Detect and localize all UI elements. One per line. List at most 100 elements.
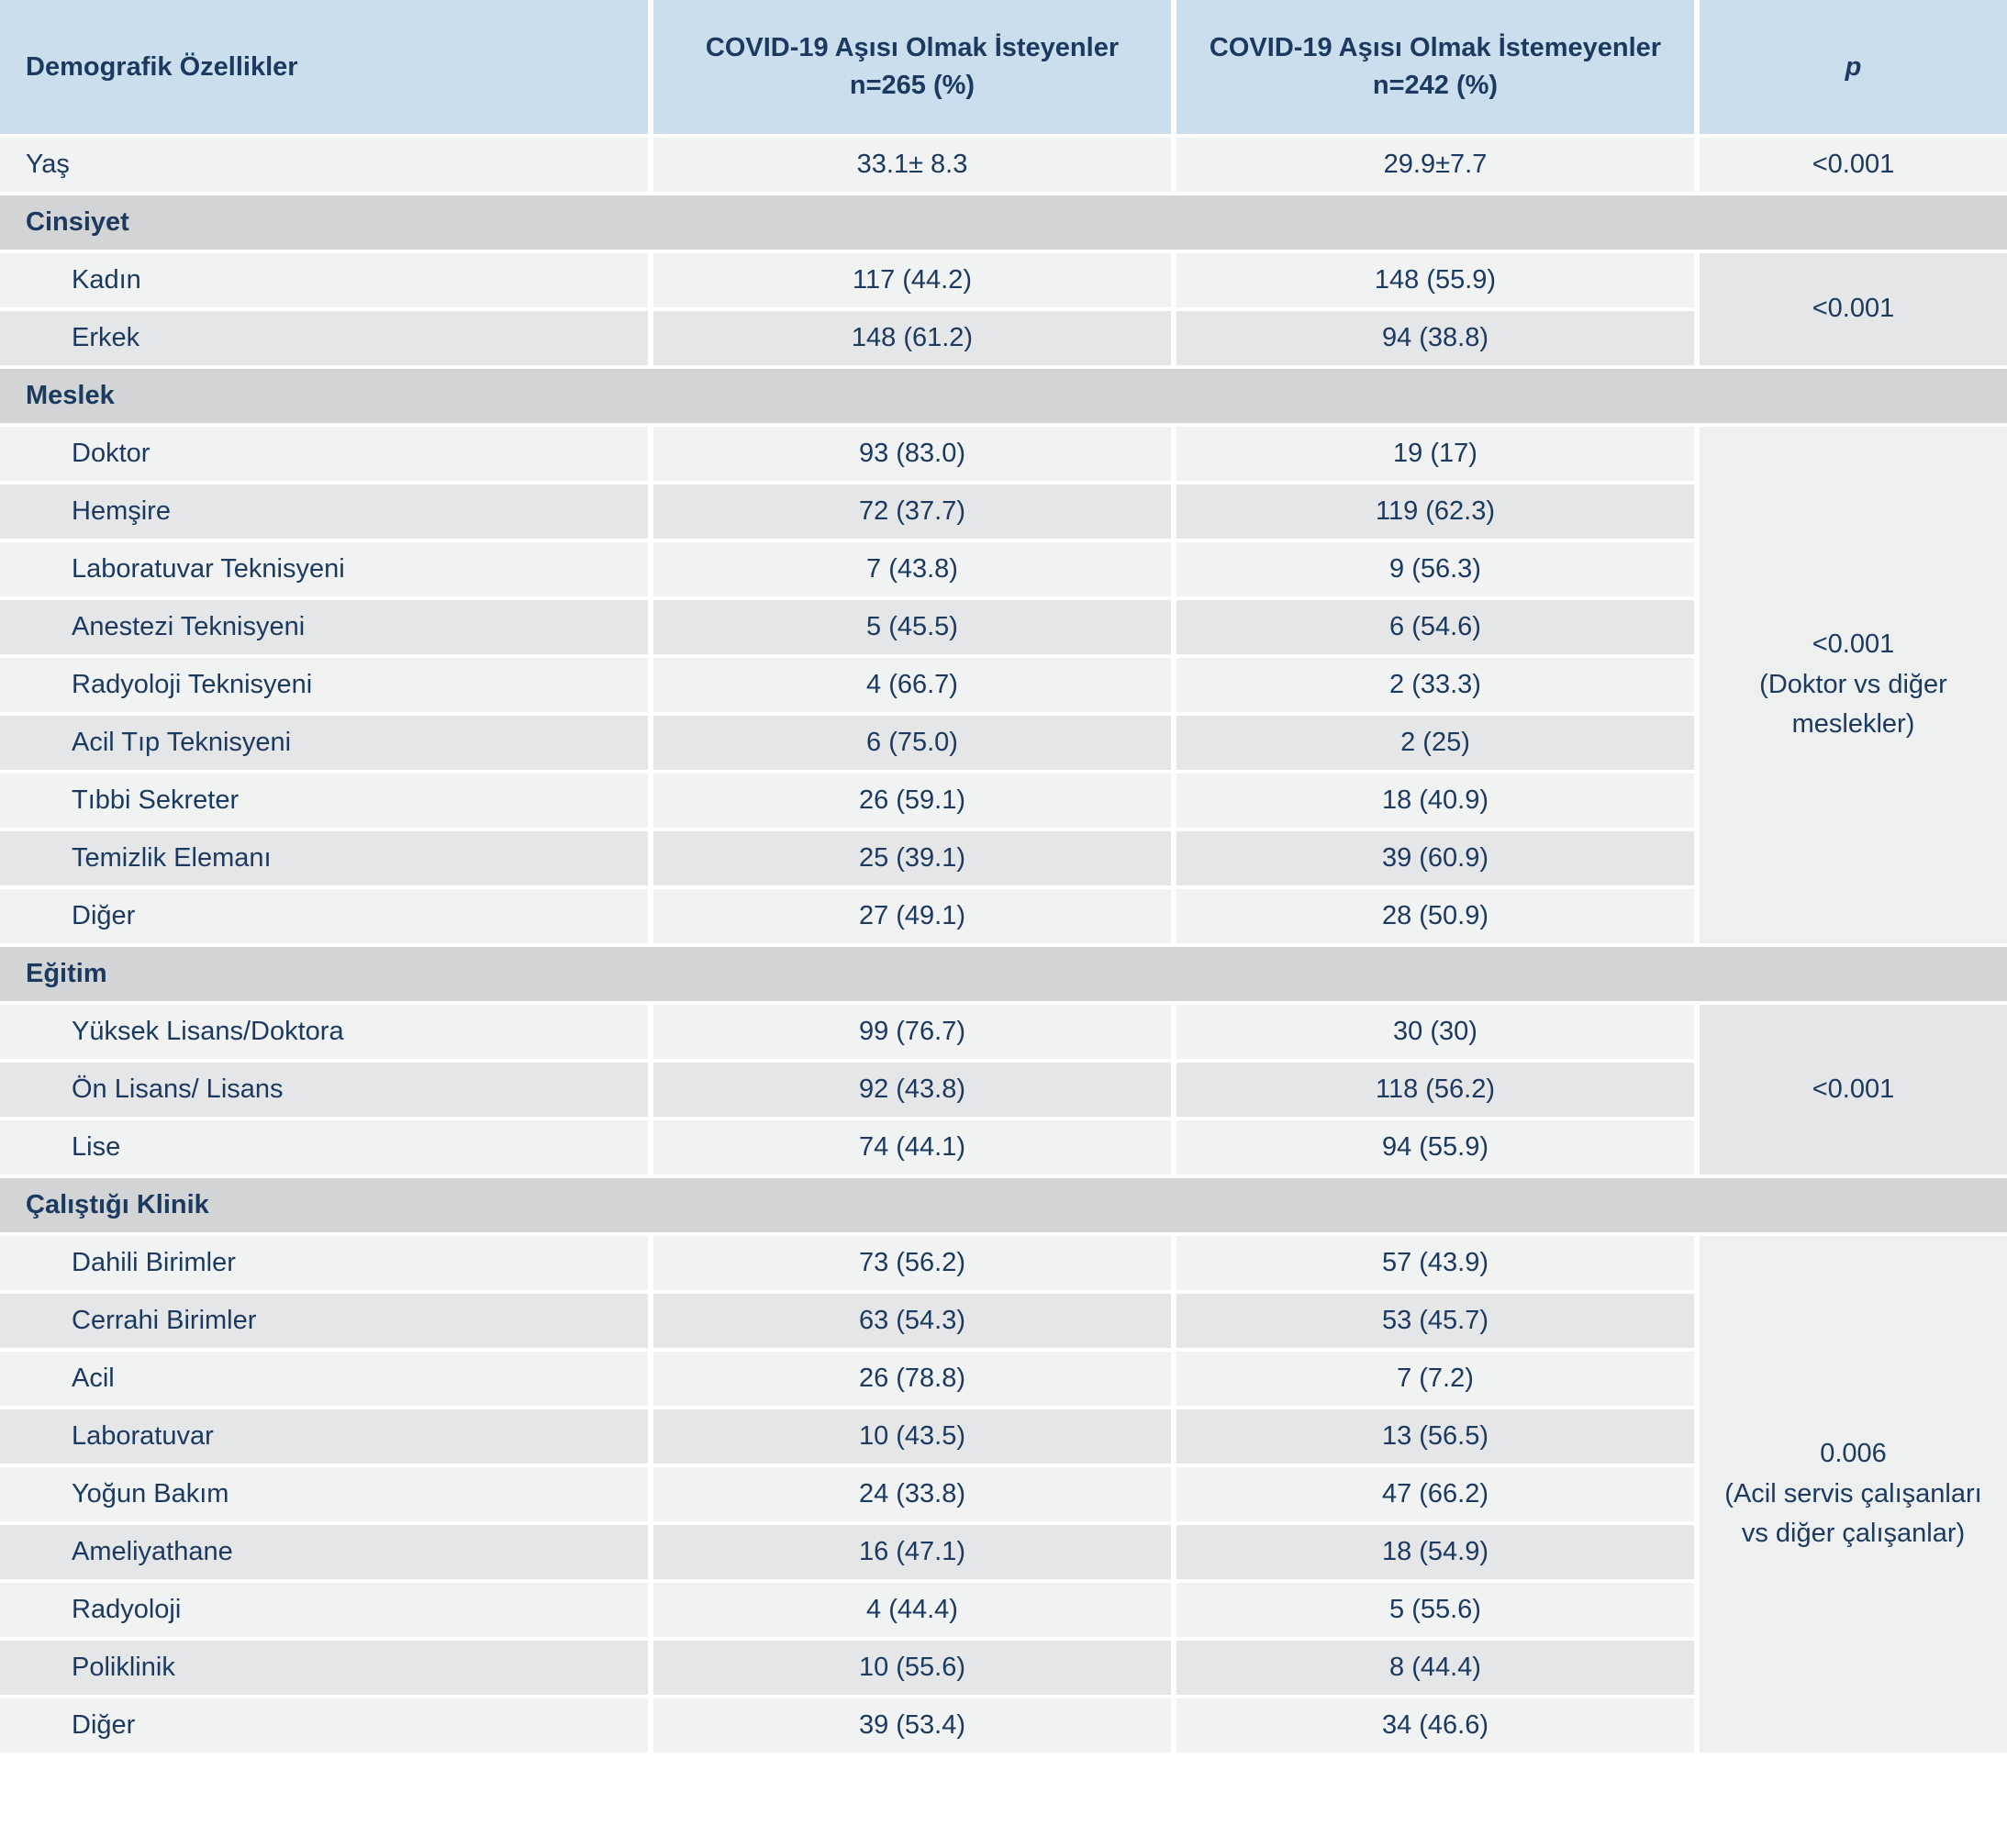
table-row: Temizlik Elemanı 25 (39.1) 39 (60.9) xyxy=(0,828,2007,885)
table-row: Laboratuvar 10 (43.5) 13 (56.5) xyxy=(0,1406,2007,1464)
section-title: Eğitim xyxy=(0,943,2007,1001)
cell-label: Temizlik Elemanı xyxy=(0,828,648,885)
cell-unwilling: 30 (30) xyxy=(1171,1001,1694,1059)
cell-label: Radyoloji Teknisyeni xyxy=(0,654,648,712)
cell-unwilling: 18 (40.9) xyxy=(1171,770,1694,828)
cell-willing: 39 (53.4) xyxy=(648,1695,1171,1753)
cell-label: Kadın xyxy=(0,250,648,307)
cell-willing: 148 (61.2) xyxy=(648,307,1171,365)
cell-label: Diğer xyxy=(0,885,648,943)
cell-willing: 16 (47.1) xyxy=(648,1521,1171,1579)
section-row-gender: Cinsiyet xyxy=(0,192,2007,250)
cell-unwilling: 7 (7.2) xyxy=(1171,1348,1694,1406)
cell-label: Acil Tıp Teknisyeni xyxy=(0,712,648,770)
table-row: Tıbbi Sekreter 26 (59.1) 18 (40.9) xyxy=(0,770,2007,828)
cell-label: Yaş xyxy=(0,134,648,192)
cell-label: Laboratuvar xyxy=(0,1406,648,1464)
cell-unwilling: 6 (54.6) xyxy=(1171,596,1694,654)
cell-unwilling: 94 (55.9) xyxy=(1171,1117,1694,1174)
section-title: Cinsiyet xyxy=(0,192,2007,250)
cell-willing: 7 (43.8) xyxy=(648,539,1171,596)
table-row: Radyoloji Teknisyeni 4 (66.7) 2 (33.3) xyxy=(0,654,2007,712)
cell-unwilling: 119 (62.3) xyxy=(1171,481,1694,539)
cell-unwilling: 8 (44.4) xyxy=(1171,1637,1694,1695)
cell-willing: 26 (59.1) xyxy=(648,770,1171,828)
cell-label: Tıbbi Sekreter xyxy=(0,770,648,828)
table-row: Ön Lisans/ Lisans 92 (43.8) 118 (56.2) xyxy=(0,1059,2007,1117)
cell-willing: 74 (44.1) xyxy=(648,1117,1171,1174)
cell-label: Yüksek Lisans/Doktora xyxy=(0,1001,648,1059)
cell-willing: 93 (83.0) xyxy=(648,423,1171,481)
cell-label: Yoğun Bakım xyxy=(0,1464,648,1521)
cell-label: Doktor xyxy=(0,423,648,481)
cell-label: Diğer xyxy=(0,1695,648,1753)
cell-willing: 4 (44.4) xyxy=(648,1579,1171,1637)
cell-willing: 26 (78.8) xyxy=(648,1348,1171,1406)
cell-unwilling: 28 (50.9) xyxy=(1171,885,1694,943)
table-row: Laboratuvar Teknisyeni 7 (43.8) 9 (56.3) xyxy=(0,539,2007,596)
cell-p-value: <0.001 xyxy=(1694,250,2007,365)
table-row: Poliklinik 10 (55.6) 8 (44.4) xyxy=(0,1637,2007,1695)
cell-willing: 24 (33.8) xyxy=(648,1464,1171,1521)
table-row: Yüksek Lisans/Doktora 99 (76.7) 30 (30) … xyxy=(0,1001,2007,1174)
cell-willing: 33.1± 8.3 xyxy=(648,134,1171,192)
cell-p-value: <0.001 (Doktor vs diğer meslekler) xyxy=(1694,423,2007,943)
cell-label: Acil xyxy=(0,1348,648,1406)
table-row: Yoğun Bakım 24 (33.8) 47 (66.2) xyxy=(0,1464,2007,1521)
cell-unwilling: 118 (56.2) xyxy=(1171,1059,1694,1117)
cell-unwilling: 39 (60.9) xyxy=(1171,828,1694,885)
table-row: Diğer 27 (49.1) 28 (50.9) xyxy=(0,885,2007,943)
cell-unwilling: 19 (17) xyxy=(1171,423,1694,481)
column-header-unwilling: COVID-19 Aşısı Olmak İstemeyenler n=242 … xyxy=(1171,0,1694,134)
section-row-clinic: Çalıştığı Klinik xyxy=(0,1174,2007,1232)
cell-label: Lise xyxy=(0,1117,648,1174)
section-title: Meslek xyxy=(0,365,2007,423)
cell-willing: 6 (75.0) xyxy=(648,712,1171,770)
cell-label: Anestezi Teknisyeni xyxy=(0,596,648,654)
cell-unwilling: 47 (66.2) xyxy=(1171,1464,1694,1521)
column-header-p: p xyxy=(1694,0,2007,134)
cell-unwilling: 2 (33.3) xyxy=(1171,654,1694,712)
cell-willing: 4 (66.7) xyxy=(648,654,1171,712)
cell-willing: 92 (43.8) xyxy=(648,1059,1171,1117)
cell-unwilling: 13 (56.5) xyxy=(1171,1406,1694,1464)
cell-unwilling: 53 (45.7) xyxy=(1171,1290,1694,1348)
cell-unwilling: 148 (55.9) xyxy=(1171,250,1694,307)
table-row: Hemşire 72 (37.7) 119 (62.3) xyxy=(0,481,2007,539)
cell-willing: 73 (56.2) xyxy=(648,1232,1171,1290)
cell-unwilling: 5 (55.6) xyxy=(1171,1579,1694,1637)
cell-willing: 5 (45.5) xyxy=(648,596,1171,654)
cell-label: Radyoloji xyxy=(0,1579,648,1637)
table-row-age: Yaş 33.1± 8.3 29.9±7.7 <0.001 xyxy=(0,134,2007,192)
table-row: Kadın 117 (44.2) 148 (55.9) <0.001 xyxy=(0,250,2007,365)
cell-willing: 72 (37.7) xyxy=(648,481,1171,539)
table-row: Acil 26 (78.8) 7 (7.2) xyxy=(0,1348,2007,1406)
table-row: Dahili Birimler 73 (56.2) 57 (43.9) 0.00… xyxy=(0,1232,2007,1753)
cell-label: Hemşire xyxy=(0,481,648,539)
table-row: Cerrahi Birimler 63 (54.3) 53 (45.7) xyxy=(0,1290,2007,1348)
cell-willing: 10 (55.6) xyxy=(648,1637,1171,1695)
cell-label: Dahili Birimler xyxy=(0,1232,648,1290)
cell-unwilling: 29.9±7.7 xyxy=(1171,134,1694,192)
column-header-demographics: Demografik Özellikler xyxy=(0,0,648,134)
cell-willing: 10 (43.5) xyxy=(648,1406,1171,1464)
cell-label: Poliklinik xyxy=(0,1637,648,1695)
section-row-education: Eğitim xyxy=(0,943,2007,1001)
cell-label: Ön Lisans/ Lisans xyxy=(0,1059,648,1117)
cell-unwilling: 34 (46.6) xyxy=(1171,1695,1694,1753)
cell-p-value: <0.001 xyxy=(1694,134,2007,192)
cell-willing: 99 (76.7) xyxy=(648,1001,1171,1059)
cell-label: Laboratuvar Teknisyeni xyxy=(0,539,648,596)
table-row: Radyoloji 4 (44.4) 5 (55.6) xyxy=(0,1579,2007,1637)
cell-label: Erkek xyxy=(0,307,648,365)
table-row: Doktor 93 (83.0) 19 (17) <0.001 (Doktor … xyxy=(0,423,2007,943)
table-row: Ameliyathane 16 (47.1) 18 (54.9) xyxy=(0,1521,2007,1579)
cell-unwilling: 57 (43.9) xyxy=(1171,1232,1694,1290)
cell-willing: 27 (49.1) xyxy=(648,885,1171,943)
cell-unwilling: 9 (56.3) xyxy=(1171,539,1694,596)
cell-label: Cerrahi Birimler xyxy=(0,1290,648,1348)
cell-p-value: 0.006 (Acil servis çalışanları vs diğer … xyxy=(1694,1232,2007,1753)
header-row: Demografik Özellikler COVID-19 Aşısı Olm… xyxy=(0,0,2007,134)
cell-unwilling: 18 (54.9) xyxy=(1171,1521,1694,1579)
table-row: Erkek 148 (61.2) 94 (38.8) xyxy=(0,307,2007,365)
